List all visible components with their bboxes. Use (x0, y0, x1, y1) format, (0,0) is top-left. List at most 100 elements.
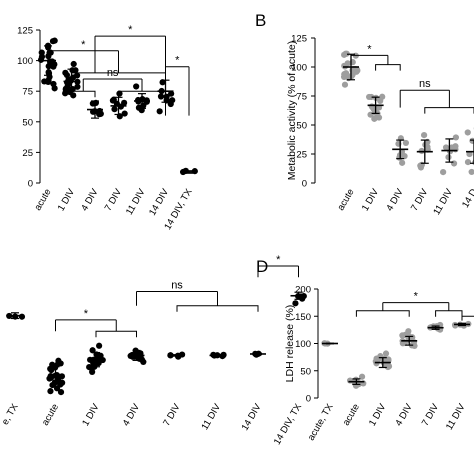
y-tick-label: 125 (17, 26, 33, 37)
category-label: acute, TX (306, 401, 336, 442)
category-label: 7 DIV (103, 186, 125, 213)
data-point (469, 137, 474, 144)
y-tick-label: 0 (302, 179, 307, 190)
data-point (73, 72, 81, 79)
data-point (464, 129, 471, 136)
data-point (341, 71, 348, 78)
category-label: 7 DIV (409, 186, 431, 213)
y-axis-title: Metabolic activity (% of acute) (286, 41, 298, 180)
data-point (74, 83, 81, 90)
y-tick-label: 100 (295, 339, 311, 350)
y-tick-label: 50 (300, 366, 311, 377)
category-label: acute (335, 187, 356, 213)
data-point (358, 373, 366, 380)
category-label: 11 DIV (444, 401, 468, 432)
significance-label: * (414, 291, 419, 303)
y-tick-label: 0 (28, 179, 33, 190)
y-tick-label: 125 (291, 34, 307, 45)
data-point (448, 144, 455, 151)
significance-bracket: n (461, 304, 474, 321)
data-point (466, 150, 473, 158)
data-point (417, 164, 425, 171)
panel-letter-b: B (255, 11, 266, 30)
data-point (93, 358, 100, 366)
significance-bracket: * (94, 24, 166, 73)
y-axis-title: LDH release (%) (284, 305, 296, 383)
category-label: 14 DIV, TX (272, 401, 305, 446)
data-point (450, 160, 458, 167)
data-point (49, 381, 56, 389)
significance-bracket: ns (136, 280, 259, 312)
data-point (45, 77, 52, 84)
category-label: 14 DIV (240, 401, 264, 432)
data-point (63, 71, 71, 79)
category-label: 14 D (460, 187, 474, 210)
y-tick-label: 100 (291, 63, 307, 74)
data-point (157, 93, 165, 100)
data-point (89, 347, 96, 354)
category-label: acute (40, 402, 61, 428)
y-tick-label: 100 (17, 56, 33, 67)
data-point (292, 300, 299, 307)
category-label: 14 DIV (147, 186, 171, 217)
significance-bracket: * (355, 291, 463, 317)
data-point (47, 388, 54, 395)
significance-label: ns (171, 280, 183, 292)
data-point (96, 353, 103, 360)
data-point (135, 96, 142, 104)
significance-bracket: * (55, 308, 137, 338)
data-point (424, 143, 431, 151)
data-point (109, 97, 117, 104)
category-label: 4 DIV (79, 186, 101, 213)
y-tick-label: 75 (296, 92, 307, 103)
data-point (51, 85, 58, 92)
category-label: 11 DIV (431, 186, 455, 217)
data-point (409, 334, 416, 341)
data-point (341, 51, 348, 58)
significance-label: * (84, 308, 89, 320)
significance-label: * (367, 43, 372, 55)
data-point (402, 139, 410, 147)
data-point (452, 134, 460, 141)
y-tick-label: 25 (296, 150, 307, 161)
significance-label: * (175, 55, 180, 67)
data-point (143, 98, 150, 105)
significance-label: * (81, 39, 86, 51)
data-point (168, 90, 175, 97)
significance-label: * (276, 254, 281, 266)
category-label: e, TX (0, 401, 21, 427)
data-point (399, 340, 406, 347)
data-point (51, 37, 58, 44)
data-point (445, 154, 452, 161)
data-point (96, 111, 103, 118)
data-point (442, 144, 450, 151)
category-label: 1 DIV (56, 186, 78, 213)
significance-label: ns (419, 78, 431, 90)
data-point (133, 83, 140, 90)
y-tick-label: 75 (22, 87, 33, 98)
data-point (55, 357, 62, 364)
data-point (156, 108, 163, 115)
category-label: 7 DIV (420, 401, 442, 428)
panel-letter-d: D (256, 257, 268, 276)
data-point (440, 169, 447, 176)
y-tick-label: 50 (296, 121, 307, 132)
data-point (111, 106, 118, 113)
category-label: acute (32, 187, 53, 213)
y-tick-label: 0 (306, 394, 311, 405)
data-point (70, 60, 77, 68)
data-point (379, 93, 386, 100)
data-point (468, 168, 474, 176)
y-tick-label: 150 (295, 312, 311, 323)
y-tick-label: 25 (22, 148, 33, 159)
panel-a-chart: 0 25 50 75 100 125 acute 1 DIV 4 DIV 7 DIV 11 DIV 1… (17, 24, 198, 232)
significance-bracket: * (350, 43, 401, 71)
category-label: 1 DIV (80, 401, 102, 428)
category-label: acute (341, 402, 362, 428)
significance-label: ns (107, 67, 119, 79)
significance-bracket: * (165, 55, 190, 116)
data-point (121, 110, 128, 117)
data-point (341, 81, 349, 88)
